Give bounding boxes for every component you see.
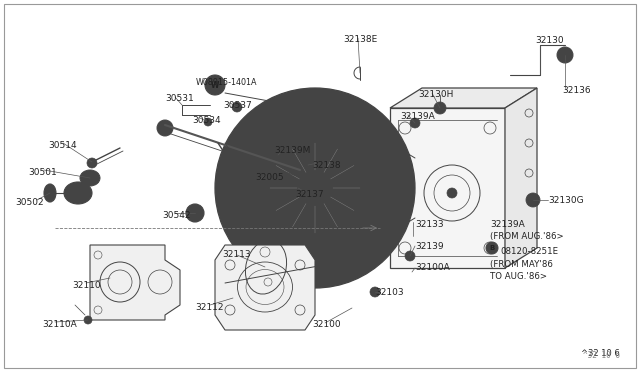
Polygon shape xyxy=(390,108,505,268)
Polygon shape xyxy=(505,88,537,268)
Text: 32133: 32133 xyxy=(415,220,444,229)
Text: 30501: 30501 xyxy=(28,168,57,177)
Circle shape xyxy=(307,180,323,196)
Text: (FROM AUG.'86>: (FROM AUG.'86> xyxy=(490,232,564,241)
Text: 32110: 32110 xyxy=(72,281,100,290)
Text: 32130G: 32130G xyxy=(548,196,584,205)
Text: 32139A: 32139A xyxy=(490,220,525,229)
Circle shape xyxy=(370,287,380,297)
Circle shape xyxy=(410,118,420,128)
Circle shape xyxy=(215,88,415,288)
Circle shape xyxy=(304,161,312,169)
Circle shape xyxy=(434,102,446,114)
Circle shape xyxy=(526,193,540,207)
Circle shape xyxy=(204,118,212,126)
Text: 30542: 30542 xyxy=(162,211,191,220)
Circle shape xyxy=(557,47,573,63)
Circle shape xyxy=(447,188,457,198)
Text: 30534: 30534 xyxy=(192,116,221,125)
Circle shape xyxy=(250,152,260,162)
Text: W08915-1401A: W08915-1401A xyxy=(196,78,257,87)
Text: 32112: 32112 xyxy=(195,303,223,312)
Text: TO AUG.'86>: TO AUG.'86> xyxy=(490,272,547,281)
Circle shape xyxy=(405,251,415,261)
Text: 32139M: 32139M xyxy=(274,146,310,155)
Text: 08120-8251E: 08120-8251E xyxy=(500,247,558,256)
Circle shape xyxy=(186,204,204,222)
Circle shape xyxy=(87,158,97,168)
Circle shape xyxy=(232,102,242,112)
Text: 32137: 32137 xyxy=(295,190,324,199)
Text: 30502: 30502 xyxy=(15,198,44,207)
Text: 32130H: 32130H xyxy=(418,90,453,99)
Text: 32139: 32139 xyxy=(415,242,444,251)
Text: 32103: 32103 xyxy=(375,288,404,297)
Text: 32136: 32136 xyxy=(562,86,591,95)
Text: W: W xyxy=(211,80,219,90)
Text: 32130: 32130 xyxy=(535,36,564,45)
Text: (FROM MAY'86: (FROM MAY'86 xyxy=(490,260,553,269)
Text: 32113: 32113 xyxy=(222,250,251,259)
Text: 32138: 32138 xyxy=(312,161,340,170)
Text: 32100A: 32100A xyxy=(415,263,450,272)
Text: ^32 10 6: ^32 10 6 xyxy=(581,349,620,358)
Text: 30531: 30531 xyxy=(165,94,194,103)
Ellipse shape xyxy=(44,184,56,202)
Ellipse shape xyxy=(80,170,100,186)
Circle shape xyxy=(84,316,92,324)
Polygon shape xyxy=(90,245,180,320)
Circle shape xyxy=(486,242,498,254)
Text: 32100: 32100 xyxy=(312,320,340,329)
Text: 32139A: 32139A xyxy=(400,112,435,121)
Text: 30537: 30537 xyxy=(223,101,252,110)
Text: ^32 10 6: ^32 10 6 xyxy=(583,351,620,360)
Text: 32110A: 32110A xyxy=(42,320,77,329)
Text: 30514: 30514 xyxy=(48,141,77,150)
Ellipse shape xyxy=(64,182,92,204)
Polygon shape xyxy=(390,88,537,108)
Circle shape xyxy=(157,120,173,136)
Text: 32138E: 32138E xyxy=(343,35,377,44)
Circle shape xyxy=(205,75,225,95)
Polygon shape xyxy=(215,245,315,330)
Text: B: B xyxy=(490,245,495,251)
Text: 32005: 32005 xyxy=(255,173,284,182)
